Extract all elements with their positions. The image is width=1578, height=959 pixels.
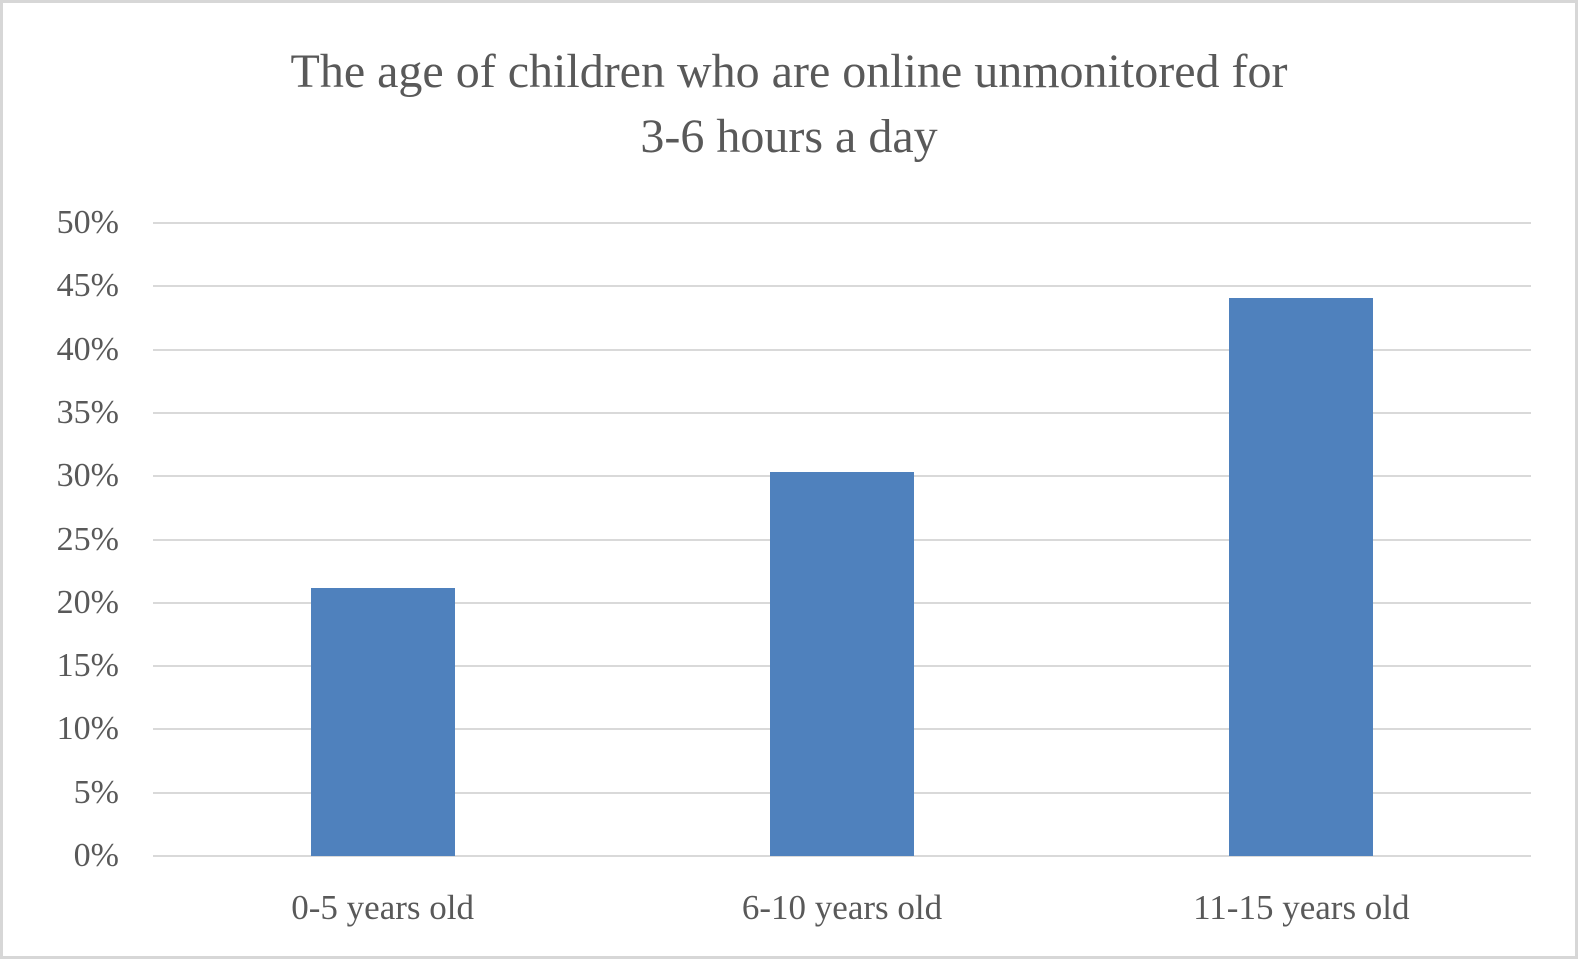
y-axis-tick-label-5%: 5% <box>73 773 119 811</box>
y-axis-tick-label-45%: 45% <box>56 267 119 305</box>
y-axis-tick-label-40%: 40% <box>56 330 119 368</box>
y-axis-tick-label-10%: 10% <box>56 710 119 748</box>
gridline-40% <box>153 348 1531 351</box>
y-axis-tick-label-25%: 25% <box>56 520 119 558</box>
y-axis-tick-label-35%: 35% <box>56 393 119 431</box>
gridline-50% <box>153 222 1531 224</box>
chart-title-line-1: The age of children who are online unmon… <box>290 45 1288 98</box>
y-axis-tick-label-0%: 0% <box>73 837 119 874</box>
gridline-0% <box>153 855 1531 857</box>
plot-area: 0% 5% 10% 15% 20% 25% 30% 35% 40% 45% 50% 0-5 years… <box>3 3 1575 956</box>
bar-6-10-years-old <box>770 472 914 856</box>
chart-title: The age of children who are online unmon… <box>3 39 1575 169</box>
gridline-45% <box>153 285 1531 288</box>
x-axis-category-label-0-5-years-old: 0-5 years old <box>291 888 475 927</box>
gridline-35% <box>153 411 1531 414</box>
y-axis-tick-label-15%: 15% <box>56 647 119 685</box>
y-axis-tick-label-30%: 30% <box>56 457 119 495</box>
chart-title-line-2: 3-6 hours a day <box>640 110 938 163</box>
x-axis-category-label-11-15-years-old: 11-15 years old <box>1193 888 1410 927</box>
y-axis-tick-label-20%: 20% <box>56 583 119 621</box>
x-axis-category-label-6-10-years-old: 6-10 years old <box>741 888 943 927</box>
y-axis-tick-label-50%: 50% <box>56 204 119 241</box>
bar-11-15-years-old <box>1229 297 1374 856</box>
bar-0-5-years-old <box>310 587 455 856</box>
